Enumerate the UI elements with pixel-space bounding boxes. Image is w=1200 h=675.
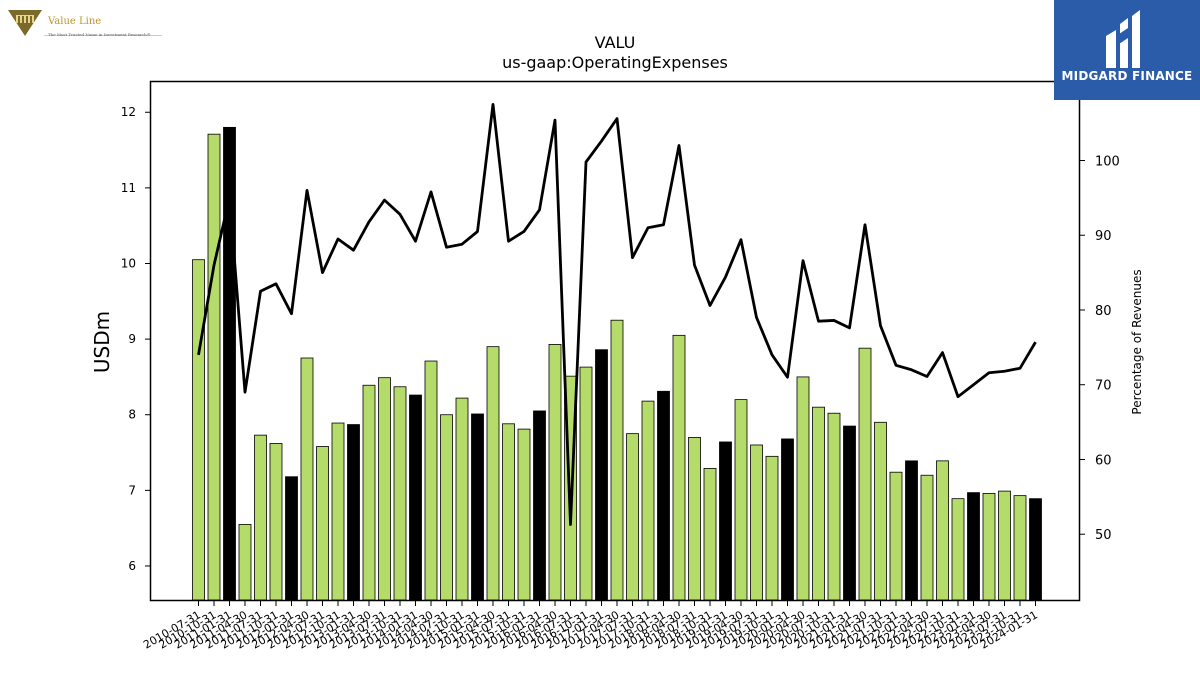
- series-line: [197, 103, 1037, 526]
- plot-area: 678910111250607080901002010-07-312010-10…: [121, 103, 1120, 652]
- bar: [300, 357, 314, 601]
- bar: [378, 377, 391, 601]
- bar: [409, 394, 422, 601]
- bar: [1029, 498, 1042, 601]
- bar: [796, 376, 810, 601]
- bar: [889, 471, 903, 601]
- bar: [502, 423, 515, 601]
- bar: [424, 360, 438, 601]
- bar: [936, 460, 949, 601]
- bar: [657, 390, 670, 601]
- bar: [595, 349, 608, 601]
- bar: [688, 437, 701, 601]
- bar: [920, 474, 934, 601]
- bar: [626, 433, 639, 601]
- bar: [610, 319, 624, 601]
- bar: [533, 410, 546, 601]
- value-line-emblem-icon: [8, 10, 42, 36]
- value-line-logo-tagline: The Most Trusted Name in Investment Rese…: [48, 32, 151, 37]
- bar: [579, 366, 593, 601]
- bar: [998, 490, 1011, 601]
- y2-tick-label: 60: [1095, 453, 1112, 468]
- bar: [207, 133, 221, 601]
- y2-tick-label: 90: [1095, 229, 1112, 244]
- bar: [517, 428, 531, 601]
- y-tick-label: 6: [128, 559, 136, 573]
- bar: [285, 476, 298, 601]
- bar: [827, 412, 841, 601]
- bar: [331, 422, 345, 601]
- midgard-emblem-icon: [1106, 10, 1140, 68]
- bar: [703, 468, 717, 601]
- bar: [1013, 495, 1027, 601]
- bar: [269, 443, 283, 601]
- bar: [672, 334, 686, 601]
- y-tick-label: 12: [121, 105, 136, 119]
- bar: [734, 399, 748, 601]
- bar: [362, 384, 376, 601]
- value-line-logo-rule: [44, 35, 162, 36]
- bar: [843, 425, 856, 601]
- y2-tick-label: 100: [1095, 154, 1120, 169]
- y-tick-label: 11: [121, 181, 136, 195]
- bar: [812, 406, 825, 601]
- bar: [347, 424, 360, 601]
- chart-title: VALU: [595, 33, 636, 52]
- midgard-finance-logo: MIDGARD FINANCE: [1054, 0, 1200, 100]
- y2-tick-label: 80: [1095, 304, 1112, 319]
- bar: [440, 414, 453, 601]
- bar: [548, 343, 562, 601]
- plot-frame: [149, 80, 1081, 602]
- bar: [750, 444, 763, 601]
- y-tick-label: 9: [128, 332, 136, 346]
- bar: [982, 492, 996, 601]
- y2-tick-label: 50: [1095, 528, 1112, 543]
- bar: [858, 347, 872, 601]
- bar: [254, 434, 267, 601]
- bar: [455, 397, 469, 601]
- y-tick-label: 7: [128, 483, 136, 497]
- bar: [951, 498, 965, 601]
- y2-tick-label: 70: [1095, 379, 1112, 394]
- bar: [641, 400, 655, 601]
- bar: [192, 259, 205, 601]
- bar: [874, 421, 887, 601]
- y-tick-label: 8: [128, 408, 136, 422]
- bar: [719, 441, 732, 601]
- bar: [765, 455, 779, 601]
- bar: [967, 492, 980, 601]
- value-line-logo-name: Value Line: [48, 16, 102, 27]
- bar: [393, 386, 407, 601]
- y2-axis-label: Percentage of Revenues: [1130, 269, 1144, 414]
- bar: [781, 438, 794, 601]
- bar: [486, 346, 500, 601]
- bar: [238, 523, 252, 601]
- chart-subtitle: us-gaap:OperatingExpenses: [502, 53, 728, 72]
- midgard-finance-logo-name: MIDGARD FINANCE: [1061, 69, 1193, 83]
- y-tick-label: 10: [121, 256, 136, 270]
- value-line-logo: Value Line The Most Trusted Name in Inve…: [6, 6, 166, 42]
- bar: [316, 446, 329, 601]
- bar: [905, 460, 918, 601]
- bar: [471, 413, 484, 601]
- y-axis-label: USDm: [90, 311, 114, 373]
